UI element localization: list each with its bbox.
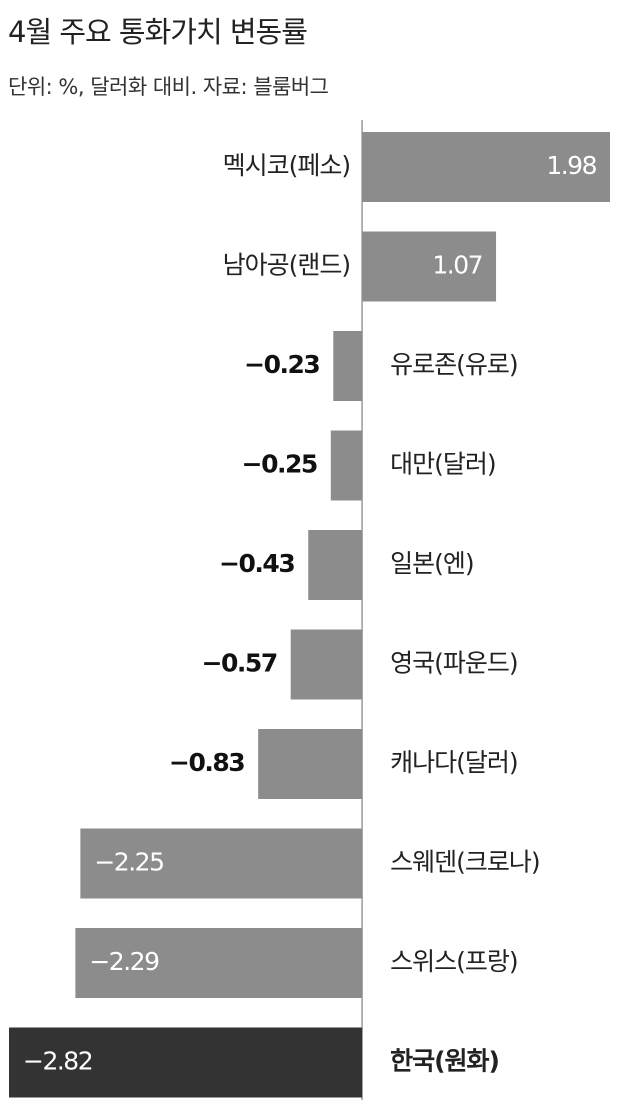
bar bbox=[330, 430, 363, 501]
value-label: −0.57 bbox=[202, 649, 277, 678]
category-label: 스위스(프랑) bbox=[390, 947, 518, 976]
category-label: 스웨덴(크로나) bbox=[390, 848, 540, 877]
bar bbox=[9, 1027, 363, 1098]
category-label: 영국(파운드) bbox=[390, 649, 518, 678]
chart-title: 4월 주요 통화가치 변동률 bbox=[8, 15, 307, 49]
value-label: −2.25 bbox=[94, 848, 163, 877]
bar bbox=[362, 231, 497, 302]
chart-subtitle: 단위: %, 달러화 대비. 자료: 블룸버그 bbox=[8, 75, 329, 99]
value-label: −2.29 bbox=[89, 947, 159, 976]
value-label: −0.43 bbox=[219, 549, 294, 578]
category-label: 유로존(유로) bbox=[390, 350, 518, 379]
category-label: 남아공(랜드) bbox=[223, 251, 351, 280]
category-label: 한국(원화) bbox=[390, 1047, 499, 1076]
category-label: 대만(달러) bbox=[390, 450, 496, 479]
value-label: −0.23 bbox=[244, 350, 319, 379]
bar bbox=[333, 331, 363, 401]
value-label: −0.83 bbox=[169, 748, 244, 777]
bar bbox=[290, 629, 363, 700]
value-label: −2.82 bbox=[23, 1047, 92, 1076]
value-label: 1.98 bbox=[546, 151, 596, 180]
value-label: 1.07 bbox=[432, 251, 482, 280]
bar bbox=[308, 530, 363, 600]
category-label: 멕시코(페소) bbox=[223, 151, 351, 180]
category-label: 일본(엔) bbox=[390, 549, 474, 578]
bar bbox=[80, 828, 363, 899]
bar bbox=[258, 729, 363, 799]
value-label: −0.25 bbox=[242, 450, 317, 479]
bar bbox=[362, 132, 610, 202]
category-label: 캐나다(달러) bbox=[390, 748, 518, 777]
bar bbox=[75, 928, 363, 998]
